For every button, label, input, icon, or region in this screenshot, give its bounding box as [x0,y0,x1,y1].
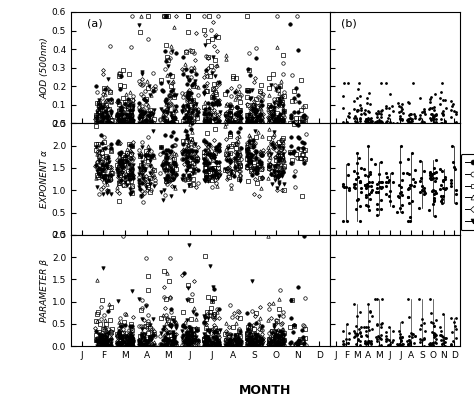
Text: MONTH: MONTH [239,384,292,397]
Legend: 2001, 2002, 2003, 2004, 2005, 2006: 2001, 2002, 2003, 2004, 2005, 2006 [461,154,474,230]
Text: (a): (a) [87,19,102,29]
Y-axis label: PARAMETER β: PARAMETER β [40,259,49,322]
Text: (b): (b) [341,19,356,29]
Y-axis label: AOD (500nm): AOD (500nm) [40,37,49,99]
Y-axis label: EXPONENT α: EXPONENT α [40,150,49,208]
